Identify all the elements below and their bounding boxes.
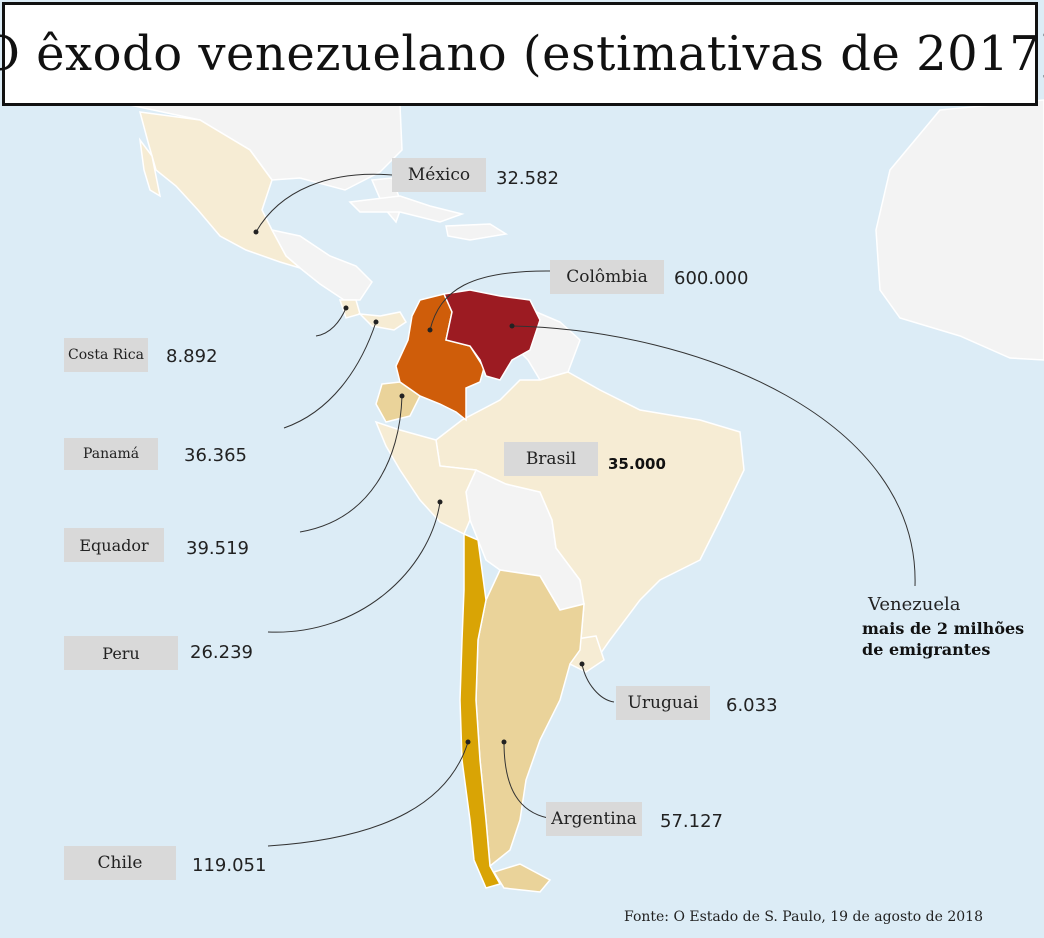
dot-colombia [427,327,433,333]
label-panama: Panamá [64,438,158,470]
panama-shape [357,311,408,331]
dot-ecuador [399,393,405,399]
label-mexico: México [392,158,486,192]
value-colombia: 600.000 [674,268,749,289]
label-chile: Chile [64,846,176,880]
value-mexico: 32.582 [496,168,559,189]
leader-costa-rica [315,307,347,337]
source-note: Fonte: O Estado de S. Paulo, 19 de agost… [624,909,983,925]
dot-peru [437,499,443,505]
title-box: O êxodo venezuelano (estimativas de 2017… [0,2,1044,106]
label-costa-rica: Costa Rica [64,338,148,372]
chile-shape [459,532,502,889]
hispaniola-region [445,223,509,241]
label-venezuela: Venezuela [868,594,961,615]
leader-chile [267,741,469,847]
leader-colombia [429,270,553,331]
other-land [129,99,1044,611]
dot-venezuela [509,323,515,329]
tierra-del-fuego-shape [492,863,552,893]
label-peru: Peru [64,636,178,670]
leader-venezuela [511,325,916,587]
value-costa-rica: 8.892 [166,346,218,367]
leader-uruguay [581,663,615,703]
label-uruguay: Uruguai [616,686,710,720]
value-peru: 26.239 [190,642,253,663]
leader-mexico [255,173,393,233]
value-chile: 119.051 [192,855,267,876]
baja-california-shape [138,137,162,198]
value-panama: 36.365 [184,445,247,466]
dot-mexico [253,229,259,235]
value-ecuador: 39.519 [186,538,249,559]
peru-shape [374,420,478,536]
label-brazil: Brasil [504,442,598,476]
africa-region [875,99,1044,361]
venezuela-shape [442,289,541,381]
leader-panama [283,321,377,429]
mexico-shape [138,111,301,269]
venezuela-total: mais de 2 milhões de emigrantes [862,619,1025,659]
dot-argentina [501,739,507,745]
leader-argentina [503,741,549,819]
value-argentina: 57.127 [660,811,723,832]
label-ecuador: Equador [64,528,164,562]
value-uruguay: 6.033 [726,695,778,716]
medium-destinations [375,381,585,893]
label-colombia: Colômbia [550,260,664,294]
dot-panama [373,319,379,325]
value-brazil: 35.000 [608,455,666,473]
leader-ecuador [299,395,403,533]
label-argentina: Argentina [546,802,642,836]
cuba-region [348,195,465,223]
dot-costa-rica [343,305,349,311]
dot-chile [465,739,471,745]
map-title: O êxodo venezuelano (estimativas de 2017… [0,26,1044,82]
leader-peru [267,501,441,633]
marker-dots [253,229,585,745]
dot-uruguay [579,661,585,667]
leader-lines [255,173,916,847]
